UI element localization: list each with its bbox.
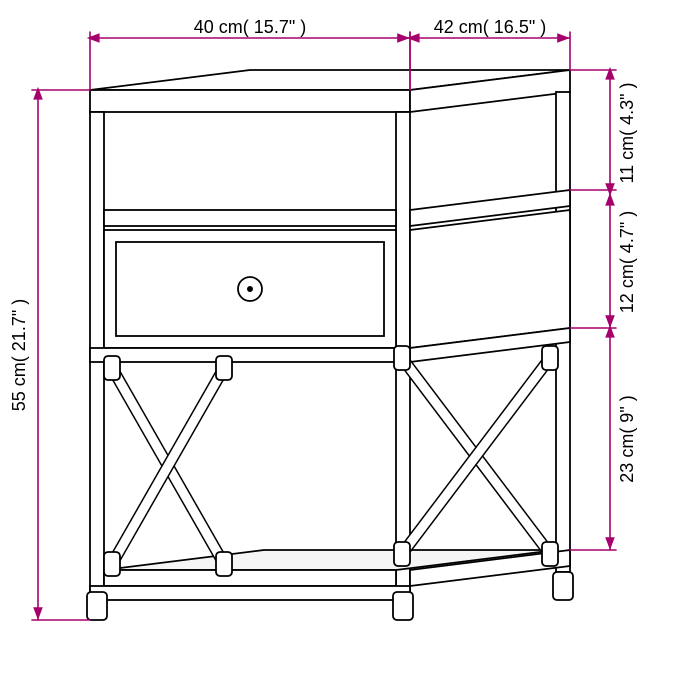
furniture-dimension-diagram: 40 cm( 15.7" ) 42 cm( 16.5" ) 55 cm( 21.7"… <box>0 0 700 700</box>
svg-text:23 cm( 9" ): 23 cm( 9" ) <box>617 395 637 482</box>
svg-text:42 cm( 16.5" ): 42 cm( 16.5" ) <box>434 17 546 37</box>
svg-text:11 cm( 4.3" ): 11 cm( 4.3" ) <box>617 82 637 183</box>
svg-text:40 cm( 15.7" ): 40 cm( 15.7" ) <box>194 17 306 37</box>
svg-text:12 cm( 4.7" ): 12 cm( 4.7" ) <box>617 211 637 313</box>
svg-text:55 cm( 21.7" ): 55 cm( 21.7" ) <box>9 299 29 411</box>
